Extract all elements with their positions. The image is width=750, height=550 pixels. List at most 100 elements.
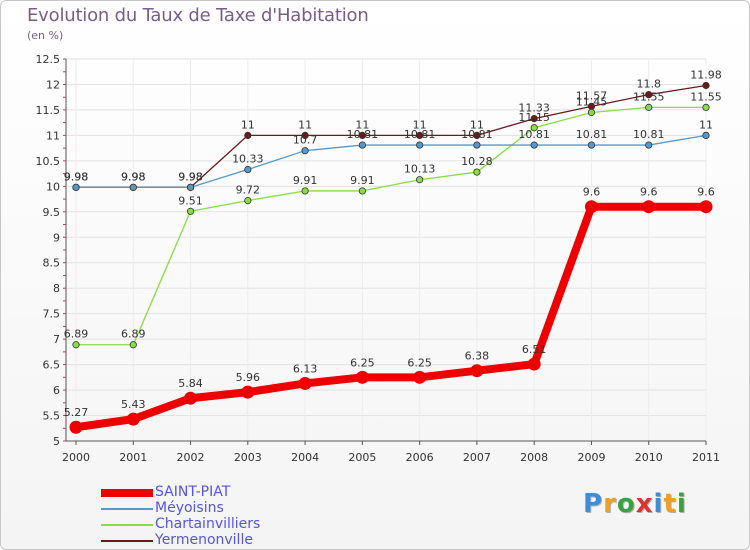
data-point [702,81,710,90]
data-label: 5.43 [121,398,146,411]
data-point [416,131,424,139]
data-label: 10.81 [576,128,608,141]
brand-letter: x [635,489,654,519]
x-tick-label: 2007 [463,451,491,464]
data-point [129,183,137,191]
data-label: 11.57 [576,89,608,102]
x-tick-label: 2005 [348,451,376,464]
y-tick-label: 7 [53,333,60,346]
data-label: 9.98 [121,170,146,183]
y-tick-label: 7.5 [43,308,61,321]
series-line [75,202,706,432]
data-label: 11.55 [633,90,665,103]
series-line [76,134,707,189]
data-label: 11.15 [518,111,550,124]
data-point [301,147,309,155]
unit-label: (en %) [27,29,64,42]
data-label: 6.89 [121,328,146,341]
legend-swatch [101,508,153,510]
data-point [473,131,481,139]
data-label: 11 [241,118,255,131]
legend-swatch [101,524,153,526]
data-label: 9.98 [178,170,203,183]
data-point [530,141,538,149]
data-label: 10.81 [633,128,665,141]
brand-letter: r [603,489,617,519]
data-label: 10.81 [518,128,550,141]
data-label: 6.25 [407,356,432,369]
x-tick-label: 2001 [119,451,147,464]
data-label: 9.6 [583,186,601,199]
data-point [298,376,312,390]
data-point [358,131,366,139]
data-label: 11.33 [518,102,550,115]
data-point [473,168,481,176]
data-label: 10.13 [404,163,436,176]
y-tick-label: 10.5 [36,155,61,168]
y-tick-label: 9 [53,231,60,244]
data-label: 10.81 [347,128,379,141]
data-point [645,141,653,149]
y-tick-label: 5.5 [43,410,61,423]
y-tick-label: 12 [46,78,60,91]
data-label: 9.98 [64,170,89,183]
data-point [702,103,710,111]
data-point [69,420,83,434]
brand-letter: o [616,489,636,519]
data-point [184,391,198,405]
series-line [76,106,706,346]
data-point [699,200,713,214]
data-point [645,103,653,111]
data-point [355,370,369,384]
data-point [702,131,710,139]
x-tick-label: 2003 [234,451,262,464]
data-label: 11.45 [576,95,608,108]
data-label: 11 [355,118,369,131]
data-label: 10.28 [461,155,493,168]
data-label: 10.33 [232,153,264,166]
data-point [416,176,424,184]
data-point [72,341,80,349]
data-label: 10.7 [293,134,318,147]
data-label: 9.72 [236,184,261,197]
y-tick-label: 12.5 [36,53,61,66]
data-point [186,183,195,191]
data-label: 6.51 [522,343,547,356]
data-point [645,91,653,99]
data-point [301,131,309,139]
y-tick-label: 11 [46,129,60,142]
x-tick-label: 2010 [635,451,663,464]
data-point [416,141,424,149]
data-label: 9.98 [178,170,203,183]
legend-swatch [101,540,153,542]
series-m-yoisins: 9.98 9.98 9.98 10.33 10.7 10.81 10.81 10.81 10.8… [64,118,713,191]
x-tick-label: 2009 [577,451,605,464]
data-label: 11 [470,118,484,131]
brand-letter: P [583,489,604,519]
data-label: 9.98 [121,170,146,183]
x-tick-label: 2011 [692,451,720,464]
x-tick-label: 2000 [62,451,90,464]
data-label: 6.25 [350,356,375,369]
series-saint-piat: 5.27 5.43 5.84 5.96 6.13 6.25 6.25 6.38 6.51 9.6 9… [64,186,715,434]
data-point [244,165,252,174]
data-label: 11.55 [690,90,722,103]
brand-letter: t [663,489,677,519]
data-label: 5.96 [236,371,261,384]
legend-label: Chartainvilliers [155,516,261,532]
data-label: 5.27 [64,406,89,419]
y-tick-label: 10 [46,180,60,193]
data-label: 9.91 [350,174,375,187]
data-point [642,200,656,214]
data-point [587,141,596,149]
legend-label: Méyoisins [155,500,224,516]
y-tick-label: 6 [53,384,60,397]
data-point [530,114,538,123]
y-tick-label: 6.5 [43,359,61,372]
y-tick-label: 9.5 [43,206,61,219]
data-label: 9.91 [293,174,318,187]
chart-title: Evolution du Taux de Taxe d'Habitation [27,5,369,26]
data-label: 11 [413,118,427,131]
y-tick-label: 11.5 [36,104,61,117]
